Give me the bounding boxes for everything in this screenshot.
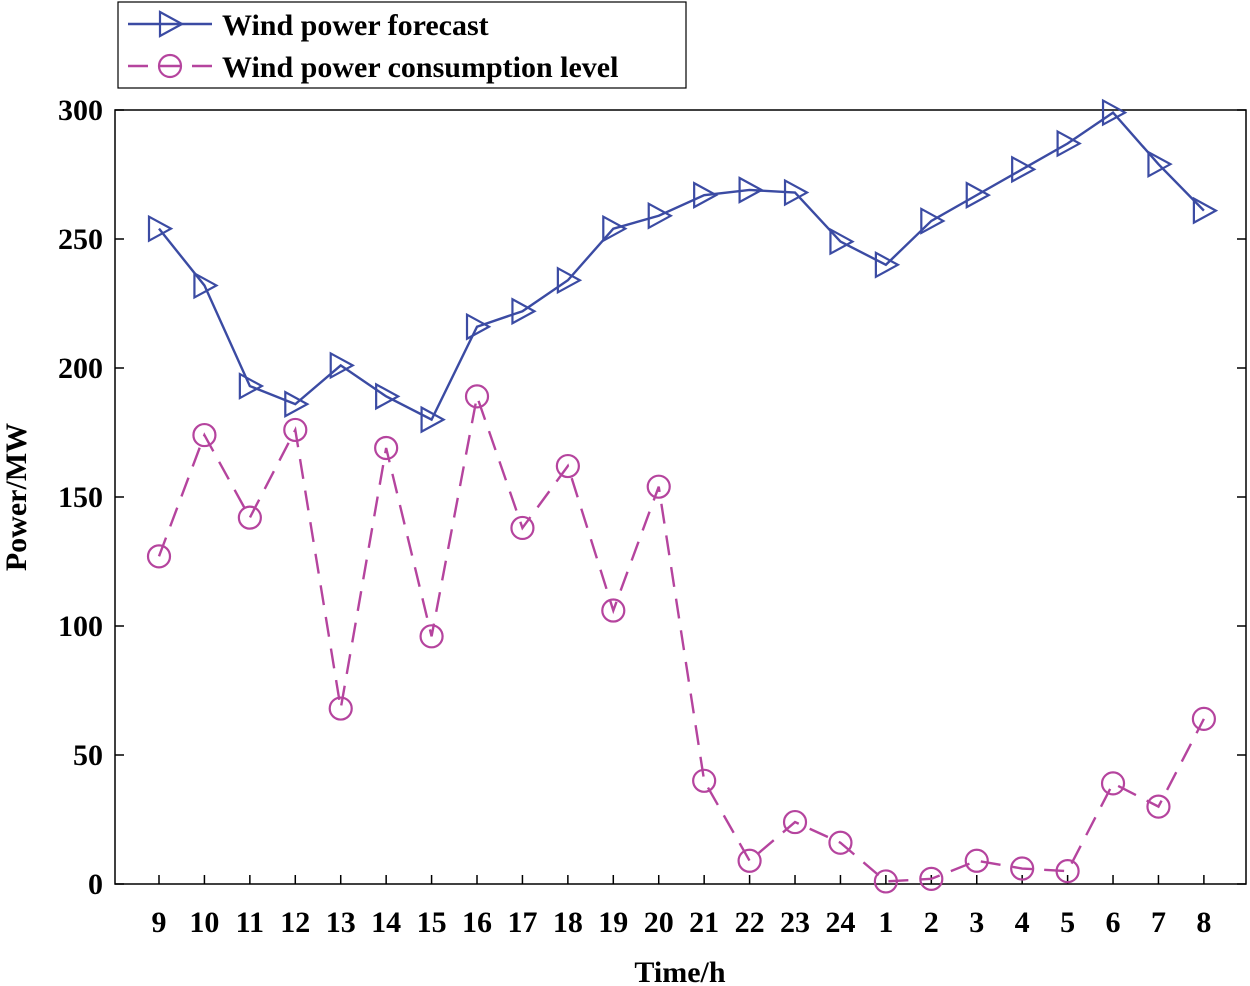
x-axis: 9 10 11 12 13 14 15 16 17 18 19 20 21 22 23 24 1 2 3 4 5 6 7 8: [152, 875, 1211, 939]
series-1-point: [465, 312, 492, 341]
series-2-point: [419, 624, 444, 649]
series-2-point: [328, 696, 353, 721]
series-1-point: [783, 178, 810, 207]
series-1-point: [647, 201, 674, 230]
series-1-point: [193, 271, 219, 300]
legend-marker-1: [158, 10, 185, 38]
series-1-point: [829, 227, 855, 256]
series-1-point: [1011, 155, 1037, 184]
series-1-point: [693, 181, 719, 209]
x-tick-label: 21: [689, 906, 719, 939]
series-1-point: [329, 351, 356, 380]
legend: Wind power forecast Wind power consumpti…: [117, 1, 687, 89]
series-2-point: [646, 474, 671, 499]
y-axis-title: Power/MW: [0, 423, 33, 571]
series-1-point: [375, 382, 401, 411]
y-tick-label: 50: [73, 739, 103, 772]
series-1-point: [1056, 129, 1082, 158]
y-tick-label: 0: [88, 868, 103, 901]
series-1-point: [602, 214, 628, 243]
legend-box: [117, 1, 687, 89]
x-tick-label: 9: [152, 906, 167, 939]
series-2-point: [828, 830, 853, 855]
series-2-point: [555, 453, 580, 479]
x-axis-title: Time/h: [634, 956, 725, 986]
series-2-point: [1055, 858, 1080, 884]
x-tick-label: 1: [878, 906, 893, 939]
x-tick-label: 18: [553, 906, 583, 939]
x-tick-label: 12: [280, 906, 310, 939]
x-tick-label: 13: [326, 906, 356, 939]
y-axis: 0 50 100 150 200 250 300: [58, 94, 1246, 901]
series-1-point: [1192, 196, 1219, 225]
series-2-point: [601, 598, 626, 623]
series-1-point: [965, 181, 992, 209]
x-tick-label: 16: [462, 906, 492, 939]
series-2-point: [737, 848, 762, 873]
series-line-1: [158, 110, 1205, 422]
series-2-point: [1010, 856, 1035, 881]
series-2-point: [1100, 771, 1126, 796]
x-tick-label: 6: [1106, 906, 1121, 939]
x-tick-label: 24: [825, 906, 855, 939]
x-tick-label: 15: [417, 906, 447, 939]
series-1-point: [284, 390, 310, 418]
series-2-point: [782, 809, 808, 835]
series-1-point: [738, 176, 764, 204]
x-tick-label: 14: [371, 906, 401, 939]
y-tick-label: 200: [58, 352, 103, 385]
series-1-point: [147, 214, 174, 243]
y-tick-label: 300: [58, 94, 103, 127]
series-2-point: [374, 435, 399, 461]
series-1-point: [511, 297, 537, 326]
series-2-point: [919, 866, 944, 891]
series-1-point: [556, 266, 583, 295]
y-tick-label: 250: [58, 223, 103, 256]
series-2-point: [1191, 706, 1216, 731]
x-tick-label: 23: [780, 906, 810, 939]
x-tick-label: 10: [189, 906, 219, 939]
x-tick-label: 20: [644, 906, 674, 939]
series-2-point: [964, 848, 989, 873]
series-2-point: [464, 384, 490, 409]
series-2-point: [1146, 794, 1171, 819]
x-tick-label: 4: [1015, 906, 1030, 939]
x-tick-label: 17: [507, 906, 537, 939]
legend-label-consumption: Wind power consumption level: [222, 51, 618, 84]
y-tick-label: 100: [58, 610, 103, 643]
series-1-point: [874, 250, 901, 279]
series-line-2: [157, 391, 1205, 883]
x-tick-label: 11: [236, 906, 264, 939]
series-1-point: [920, 207, 946, 235]
series-2-point: [237, 505, 262, 530]
series-layer: [146, 98, 1219, 894]
plot-frame: [114, 109, 1247, 885]
x-tick-label: 7: [1151, 906, 1166, 939]
x-tick-label: 22: [735, 906, 765, 939]
series-2-point: [692, 768, 717, 793]
legend-label-forecast: Wind power forecast: [222, 9, 489, 42]
x-tick-label: 19: [598, 906, 628, 939]
y-tick-label: 150: [58, 481, 103, 514]
series-2-point: [873, 869, 898, 894]
x-tick-label: 3: [969, 906, 984, 939]
x-tick-label: 5: [1060, 906, 1075, 939]
legend-marker-2: [157, 53, 183, 79]
series-2-point: [283, 417, 308, 443]
series-2-point: [510, 515, 535, 541]
series-2-point: [146, 544, 172, 569]
series-1-point: [1147, 150, 1173, 179]
x-tick-label: 8: [1196, 906, 1211, 939]
series-1-point: [420, 405, 446, 434]
series-2-point: [192, 422, 217, 448]
series-1-point: [1101, 98, 1128, 127]
x-tick-label: 2: [924, 906, 939, 939]
series-1-point: [238, 372, 265, 400]
